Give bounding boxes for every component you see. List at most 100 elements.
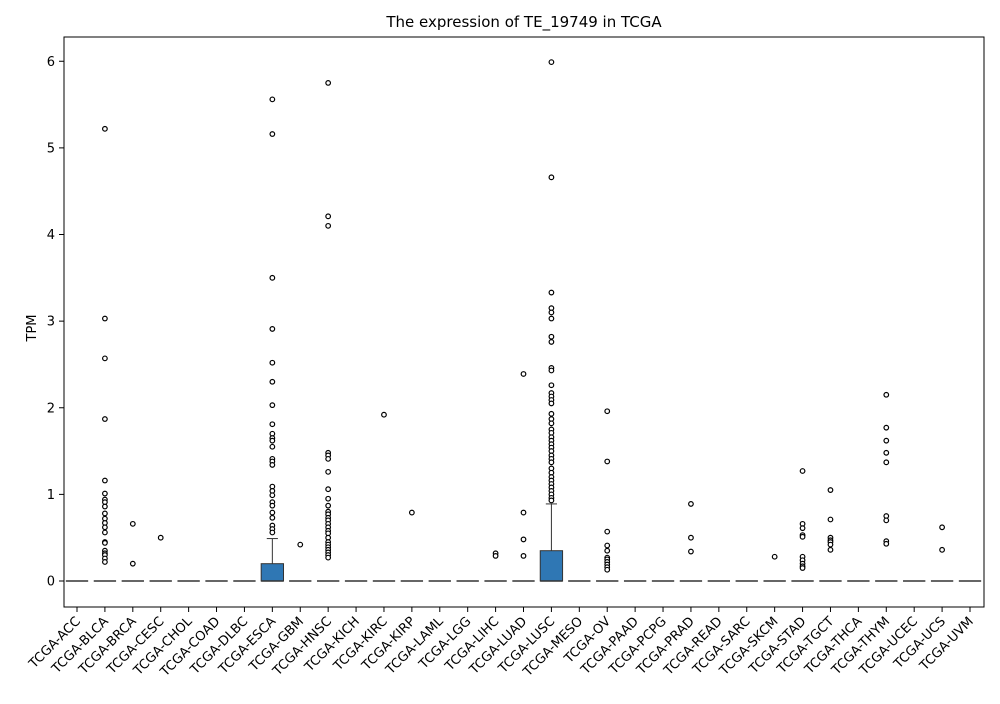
outlier-point: [688, 534, 694, 541]
box-group: [596, 408, 619, 582]
outlier-point: [604, 547, 611, 554]
outlier-point: [325, 486, 332, 493]
outlier-point: [129, 520, 136, 527]
outlier-point: [102, 503, 108, 510]
outlier-point: [269, 402, 276, 409]
box-group: [763, 553, 786, 582]
box-group: [484, 550, 507, 582]
outlier-point: [548, 59, 555, 66]
outlier-point: [381, 411, 387, 418]
box-group: [512, 371, 535, 582]
outlier-point: [157, 534, 164, 541]
outlier-point: [269, 462, 276, 468]
outlier-point: [102, 510, 108, 517]
outlier-point: [548, 459, 555, 466]
box-group: [539, 59, 564, 582]
outlier-point: [408, 509, 415, 516]
plot-frame: [63, 36, 985, 608]
outlier-point: [883, 540, 890, 547]
outlier-point: [827, 546, 834, 553]
outlier-point: [269, 443, 276, 450]
box-rect: [260, 563, 285, 582]
outlier-point: [548, 333, 555, 340]
outlier-point: [269, 492, 276, 499]
outlier-point: [102, 490, 108, 497]
outlier-point: [297, 541, 304, 548]
outlier-point: [883, 437, 890, 444]
outlier-point: [548, 315, 555, 322]
box-group: [149, 534, 172, 582]
outlier-point: [520, 371, 527, 377]
outlier-point: [548, 289, 555, 296]
outlier-point: [771, 553, 778, 560]
outlier-point: [102, 559, 108, 565]
outlier-point: [325, 222, 332, 229]
outlier-point: [883, 459, 890, 466]
box-group: [93, 125, 117, 582]
outlier-point: [799, 525, 806, 532]
outlier-point: [325, 80, 332, 86]
outlier-point: [827, 487, 834, 493]
outlier-point: [604, 408, 611, 415]
outlier-point: [799, 468, 806, 474]
outlier-point: [325, 495, 332, 502]
outlier-point: [129, 560, 136, 567]
outlier-point: [102, 529, 108, 536]
y-tick-label: 0: [47, 575, 55, 590]
outlier-point: [883, 391, 890, 398]
box-group: [372, 411, 396, 582]
y-tick-label: 3: [47, 315, 55, 330]
outlier-point: [688, 501, 694, 507]
outlier-point: [269, 96, 276, 103]
outlier-point: [604, 566, 611, 573]
outlier-point: [548, 174, 555, 181]
y-tick-label: 2: [47, 401, 55, 416]
outlier-point: [102, 524, 108, 531]
outlier-point: [827, 516, 834, 523]
outlier-point: [548, 309, 555, 316]
box-group: [400, 509, 424, 582]
y-axis-label: TPM: [25, 315, 40, 343]
chart-title: The expression of TE_19749 in TCGA: [385, 13, 662, 32]
outlier-point: [492, 552, 499, 559]
box-group: [121, 520, 144, 582]
box-group: [289, 541, 312, 582]
y-tick-label: 4: [47, 228, 55, 243]
outlier-point: [548, 339, 555, 345]
x-axis: TCGA-ACCTCGA-BLCATCGA-BRCATCGA-CESCTCGA-…: [26, 607, 977, 680]
outlier-point: [269, 421, 276, 428]
outlier-point: [883, 517, 890, 524]
outlier-point: [269, 326, 276, 332]
outlier-point: [102, 477, 108, 484]
outlier-point: [102, 315, 108, 322]
outlier-point: [548, 410, 555, 417]
outlier-point: [325, 468, 332, 475]
outlier-point: [269, 502, 276, 509]
outlier-point: [883, 449, 890, 456]
outlier-point: [520, 536, 527, 543]
outlier-point: [325, 213, 332, 220]
box-rect: [539, 550, 564, 582]
outlier-point: [604, 528, 611, 535]
outlier-point: [102, 539, 108, 546]
outlier-point: [799, 565, 806, 571]
outlier-point: [548, 497, 555, 504]
outlier-point: [269, 437, 276, 444]
outlier-point: [827, 541, 834, 548]
outlier-point: [688, 548, 694, 555]
outlier-point: [325, 455, 332, 462]
outlier-point: [325, 554, 332, 561]
outlier-point: [269, 529, 276, 536]
outlier-point: [269, 514, 276, 521]
outlier-point: [269, 359, 276, 366]
outlier-point: [520, 509, 527, 516]
box-group: [260, 96, 285, 582]
box-group: [791, 468, 814, 582]
outlier-point: [325, 502, 332, 509]
outlier-point: [604, 542, 611, 549]
outlier-point: [102, 355, 108, 362]
outlier-point: [548, 420, 555, 427]
outlier-point: [269, 274, 276, 281]
